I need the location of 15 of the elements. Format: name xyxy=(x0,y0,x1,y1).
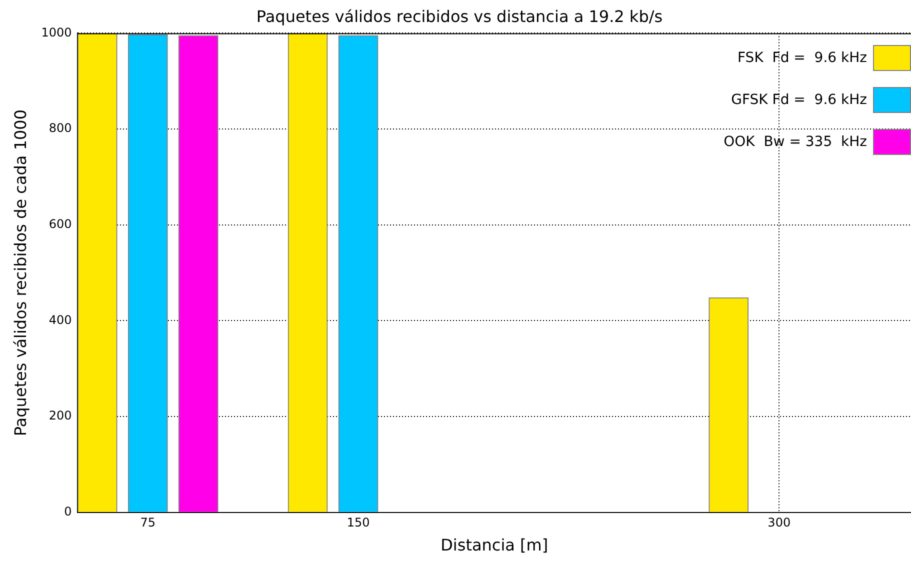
y-tick-label: 400 xyxy=(48,312,72,327)
legend-label: OOK Bw = 335 kHz xyxy=(724,134,867,150)
chart-title: Paquetes válidos recibidos vs distancia a 19.2 kb/s xyxy=(256,6,663,26)
x-tick-label: 300 xyxy=(768,516,791,530)
x-tick-label: 150 xyxy=(346,516,370,530)
legend-label: GFSK Fd = 9.6 kHz xyxy=(731,92,867,108)
legend-label: FSK Fd = 9.6 kHz xyxy=(738,50,867,66)
y-axis-title: Paquetes válidos recibidos de cada 1000 xyxy=(10,109,30,436)
y-tick-label: 0 xyxy=(64,504,72,519)
y-tick-label: 800 xyxy=(48,121,72,136)
x-tick-label: 75 xyxy=(140,516,156,530)
y-tick-label: 1000 xyxy=(41,25,72,40)
y-tick-label: 200 xyxy=(48,408,72,423)
y-tick-label: 600 xyxy=(48,217,72,232)
x-axis-title: Distancia [m] xyxy=(440,536,548,555)
